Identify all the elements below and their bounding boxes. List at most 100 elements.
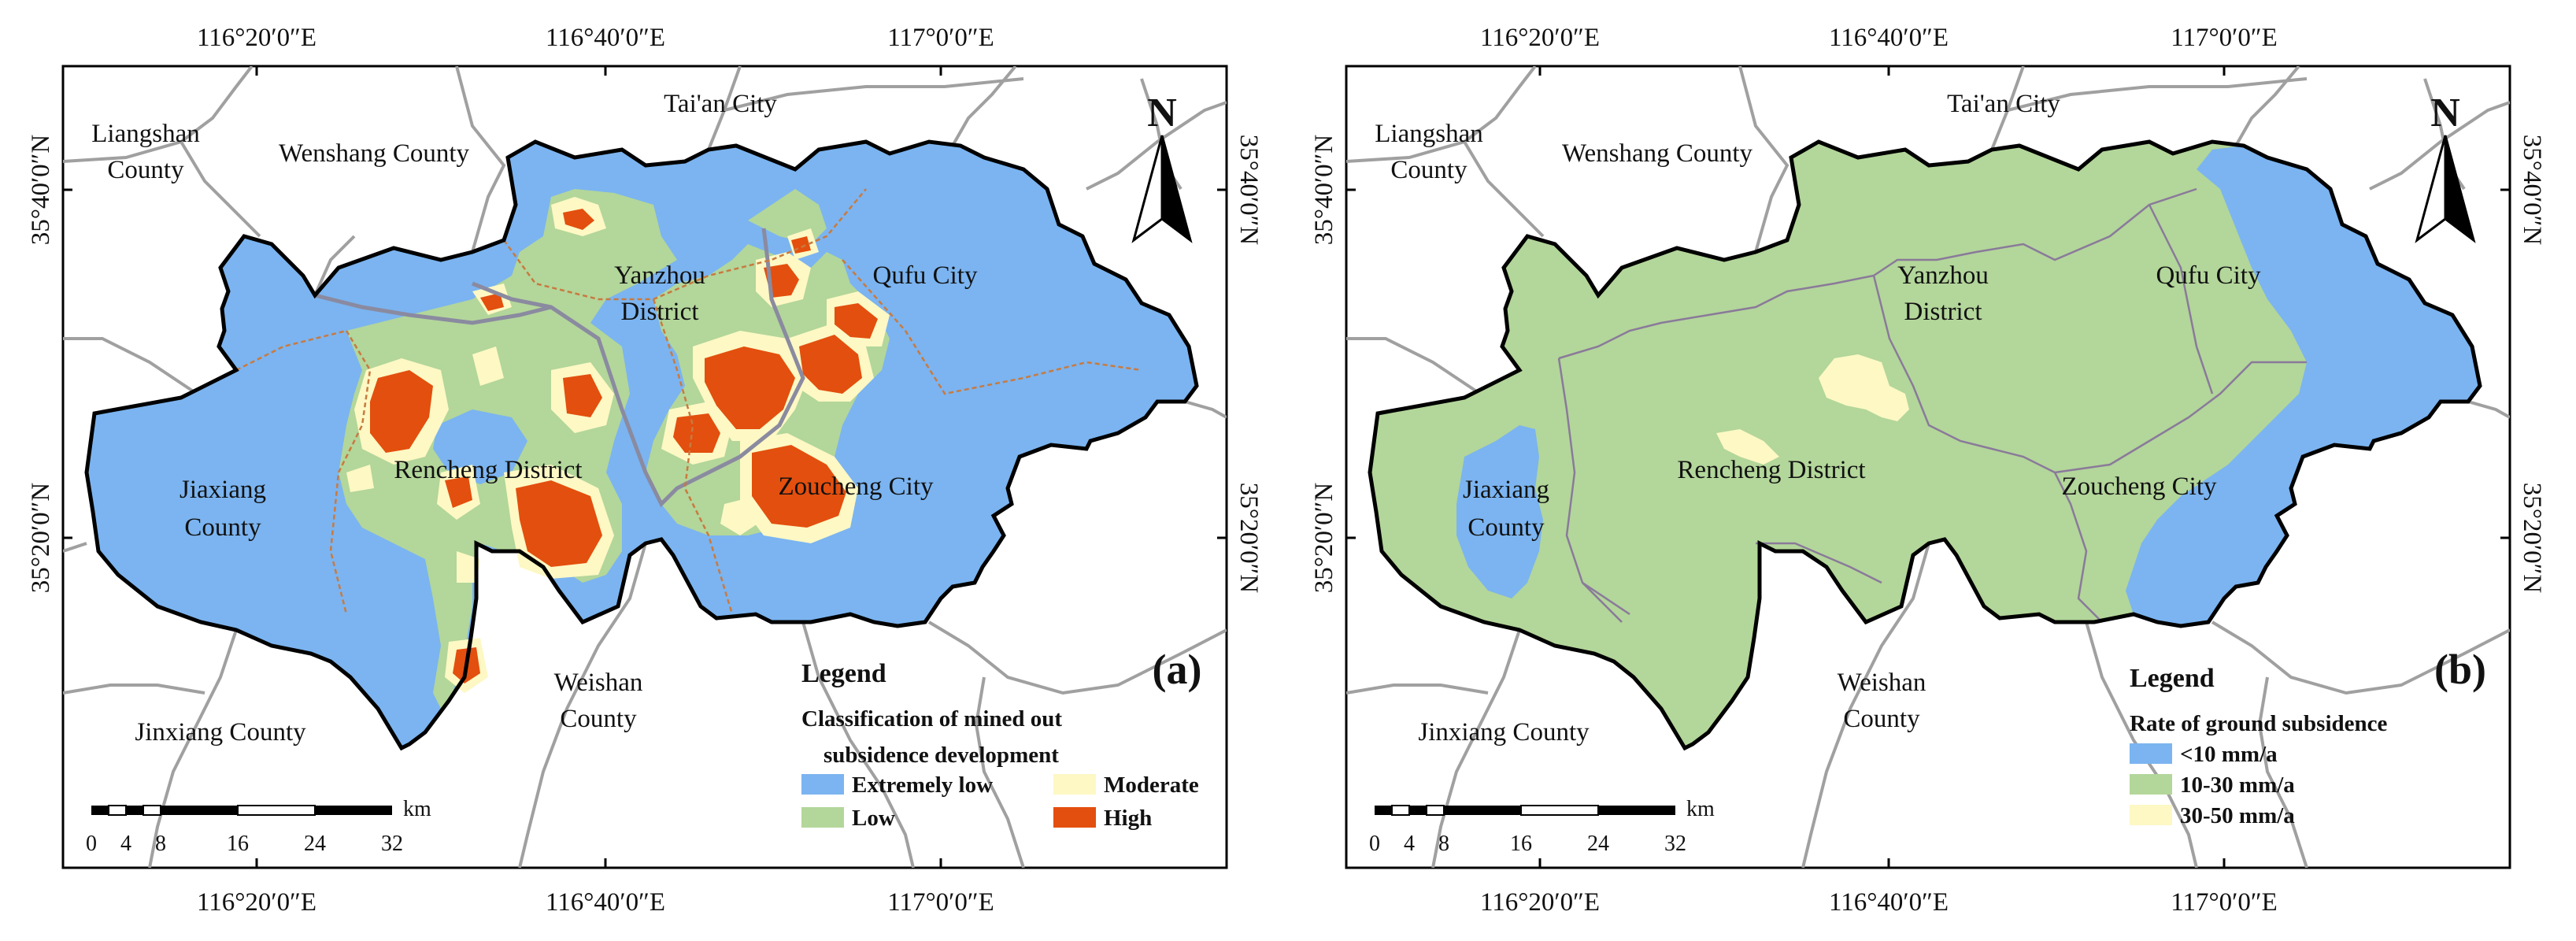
place-zoucheng-a: Zoucheng City: [778, 472, 934, 501]
legend-label-30-50-b: 30-50 mm/a: [2180, 803, 2295, 828]
north-arrow-label-a: N: [1147, 91, 1177, 135]
graticule-a: 116°20′0″E 116°40′0″E 117°0′0″E 116°20′0…: [27, 24, 1263, 917]
legend-swatch-30-50-b: [2130, 805, 2172, 825]
north-arrow-label-b: N: [2430, 91, 2460, 135]
north-arrow-b: N: [2415, 91, 2476, 243]
legend-subtitle1-a: Classification of mined out: [801, 706, 1062, 732]
panel-b: Liangshan County Wenshang County Tai'an …: [1310, 24, 2546, 917]
legend-title-b: Legend: [2130, 664, 2215, 693]
place-rencheng-b: Rencheng District: [1677, 456, 1865, 484]
place-yanzhou-line2-b: District: [1904, 298, 1982, 326]
scale-unit-b: km: [1686, 797, 1715, 821]
scale-bar-b: km 0 4 8 16 24 32: [1369, 797, 1715, 856]
roads-b: [1346, 66, 2510, 868]
place-liangshan-line2-b: County: [1390, 156, 1468, 184]
place-jiaxiang-line1-b: Jiaxiang: [1463, 476, 1549, 504]
panel-a: Liangshan County Wenshang County Tai'an …: [27, 24, 1263, 917]
place-liangshan-line2-a: County: [107, 156, 184, 184]
lon-bottom-3-b: 117°0′0″E: [2171, 888, 2278, 917]
place-taian-a: Tai'an City: [664, 90, 777, 118]
scale-tick-32-b: 32: [1664, 832, 1686, 856]
lat-right-2-b: 35°20′0″N: [2518, 483, 2546, 594]
area-extremely-low-inner-a: [433, 409, 527, 484]
legend-label-lt10-b: <10 mm/a: [2180, 742, 2278, 767]
place-yanzhou-line1-a: Yanzhou: [614, 261, 705, 290]
lon-top-3-b: 117°0′0″E: [2171, 24, 2278, 52]
lon-bottom-1-b: 116°20′0″E: [1480, 888, 1600, 917]
scale-tick-0-b: 0: [1369, 832, 1380, 856]
legend-swatch-lt10-b: [2130, 743, 2172, 764]
legend-swatch-high-a: [1053, 807, 1096, 828]
legend-swatch-10-30-b: [2130, 774, 2172, 795]
scale-bar-a: km 0 4 8 16 24 32: [86, 797, 431, 856]
place-weishan-line2-b: County: [1843, 705, 1920, 733]
area-lt10-b: [1456, 146, 2480, 626]
scale-unit-a: km: [403, 797, 431, 821]
north-arrow-a: N: [1131, 91, 1193, 243]
place-zoucheng-b: Zoucheng City: [2061, 472, 2217, 501]
lon-top-2-a: 116°40′0″E: [546, 24, 665, 52]
lon-bottom-2-a: 116°40′0″E: [546, 888, 665, 917]
place-wenshang-b: Wenshang County: [1562, 139, 1753, 168]
place-jiaxiang-line1-a: Jiaxiang: [180, 476, 266, 504]
place-liangshan-line1-b: Liangshan: [1375, 120, 1482, 148]
lat-left-1-a: 35°40′0″N: [27, 135, 55, 246]
place-jiaxiang-line2-a: County: [184, 513, 261, 542]
legend-swatch-extremely-low-a: [801, 774, 844, 795]
legend-swatch-moderate-a: [1053, 774, 1096, 795]
legend-label-10-30-b: 10-30 mm/a: [2180, 772, 2295, 798]
place-weishan-line2-a: County: [560, 705, 637, 733]
lon-top-1-b: 116°20′0″E: [1480, 24, 1600, 52]
lat-right-1-b: 35°40′0″N: [2518, 135, 2546, 246]
lat-right-1-a: 35°40′0″N: [1234, 135, 1263, 246]
scale-tick-8-b: 8: [1438, 832, 1449, 856]
scale-tick-16-b: 16: [1510, 832, 1532, 856]
lon-top-2-b: 116°40′0″E: [1829, 24, 1949, 52]
place-weishan-line1-b: Weishan: [1838, 669, 1926, 697]
lon-bottom-1-a: 116°20′0″E: [197, 888, 316, 917]
place-taian-b: Tai'an City: [1947, 90, 2060, 118]
lon-top-1-a: 116°20′0″E: [197, 24, 316, 52]
railway-a: [314, 228, 805, 508]
place-qufu-a: Qufu City: [873, 261, 978, 290]
scale-tick-8-a: 8: [155, 832, 166, 856]
place-yanzhou-line2-a: District: [621, 298, 699, 326]
lat-left-1-b: 35°40′0″N: [1310, 135, 1338, 246]
mining-zones-a: [346, 197, 890, 693]
lat-right-2-a: 35°20′0″N: [1234, 483, 1263, 594]
legend-b: Legend Rate of ground subsidence <10 mm/…: [2130, 664, 2387, 828]
place-rencheng-a: Rencheng District: [394, 456, 582, 484]
place-jiaxiang-line2-b: County: [1468, 513, 1545, 542]
lat-left-2-b: 35°20′0″N: [1310, 483, 1338, 594]
place-qufu-b: Qufu City: [2156, 261, 2261, 290]
legend-label-low-a: Low: [852, 806, 895, 831]
scale-tick-4-b: 4: [1404, 832, 1415, 856]
lon-bottom-3-a: 117°0′0″E: [887, 888, 994, 917]
graticule-b: 116°20′0″E 116°40′0″E 117°0′0″E 116°20′0…: [1310, 24, 2546, 917]
place-liangshan-line1-a: Liangshan: [91, 120, 199, 148]
scale-tick-24-b: 24: [1587, 832, 1609, 856]
scale-tick-24-a: 24: [304, 832, 326, 856]
legend-subtitle2-a: subsidence development: [824, 743, 1059, 768]
legend-label-moderate-a: Moderate: [1104, 772, 1199, 798]
legend-a: Legend Classification of mined out subsi…: [801, 659, 1199, 831]
place-wenshang-a: Wenshang County: [279, 139, 470, 168]
scale-tick-32-a: 32: [381, 832, 403, 856]
place-jinxiang-a: Jinxiang County: [135, 718, 306, 747]
lon-top-3-a: 117°0′0″E: [887, 24, 994, 52]
lon-bottom-2-b: 116°40′0″E: [1829, 888, 1949, 917]
place-yanzhou-line1-b: Yanzhou: [1897, 261, 1989, 290]
legend-swatch-low-a: [801, 807, 844, 828]
lat-left-2-a: 35°20′0″N: [27, 483, 55, 594]
place-jinxiang-b: Jinxiang County: [1418, 718, 1590, 747]
legend-label-high-a: High: [1104, 806, 1152, 831]
panel-label-b: (b): [2434, 646, 2486, 693]
place-weishan-line1-a: Weishan: [554, 669, 643, 697]
scale-tick-0-a: 0: [86, 832, 97, 856]
legend-subtitle-b: Rate of ground subsidence: [2130, 711, 2387, 736]
legend-title-a: Legend: [801, 659, 886, 688]
district-lines-a: [235, 188, 1142, 615]
panel-label-a: (a): [1153, 646, 1202, 693]
district-lines-b: [1557, 187, 2307, 623]
